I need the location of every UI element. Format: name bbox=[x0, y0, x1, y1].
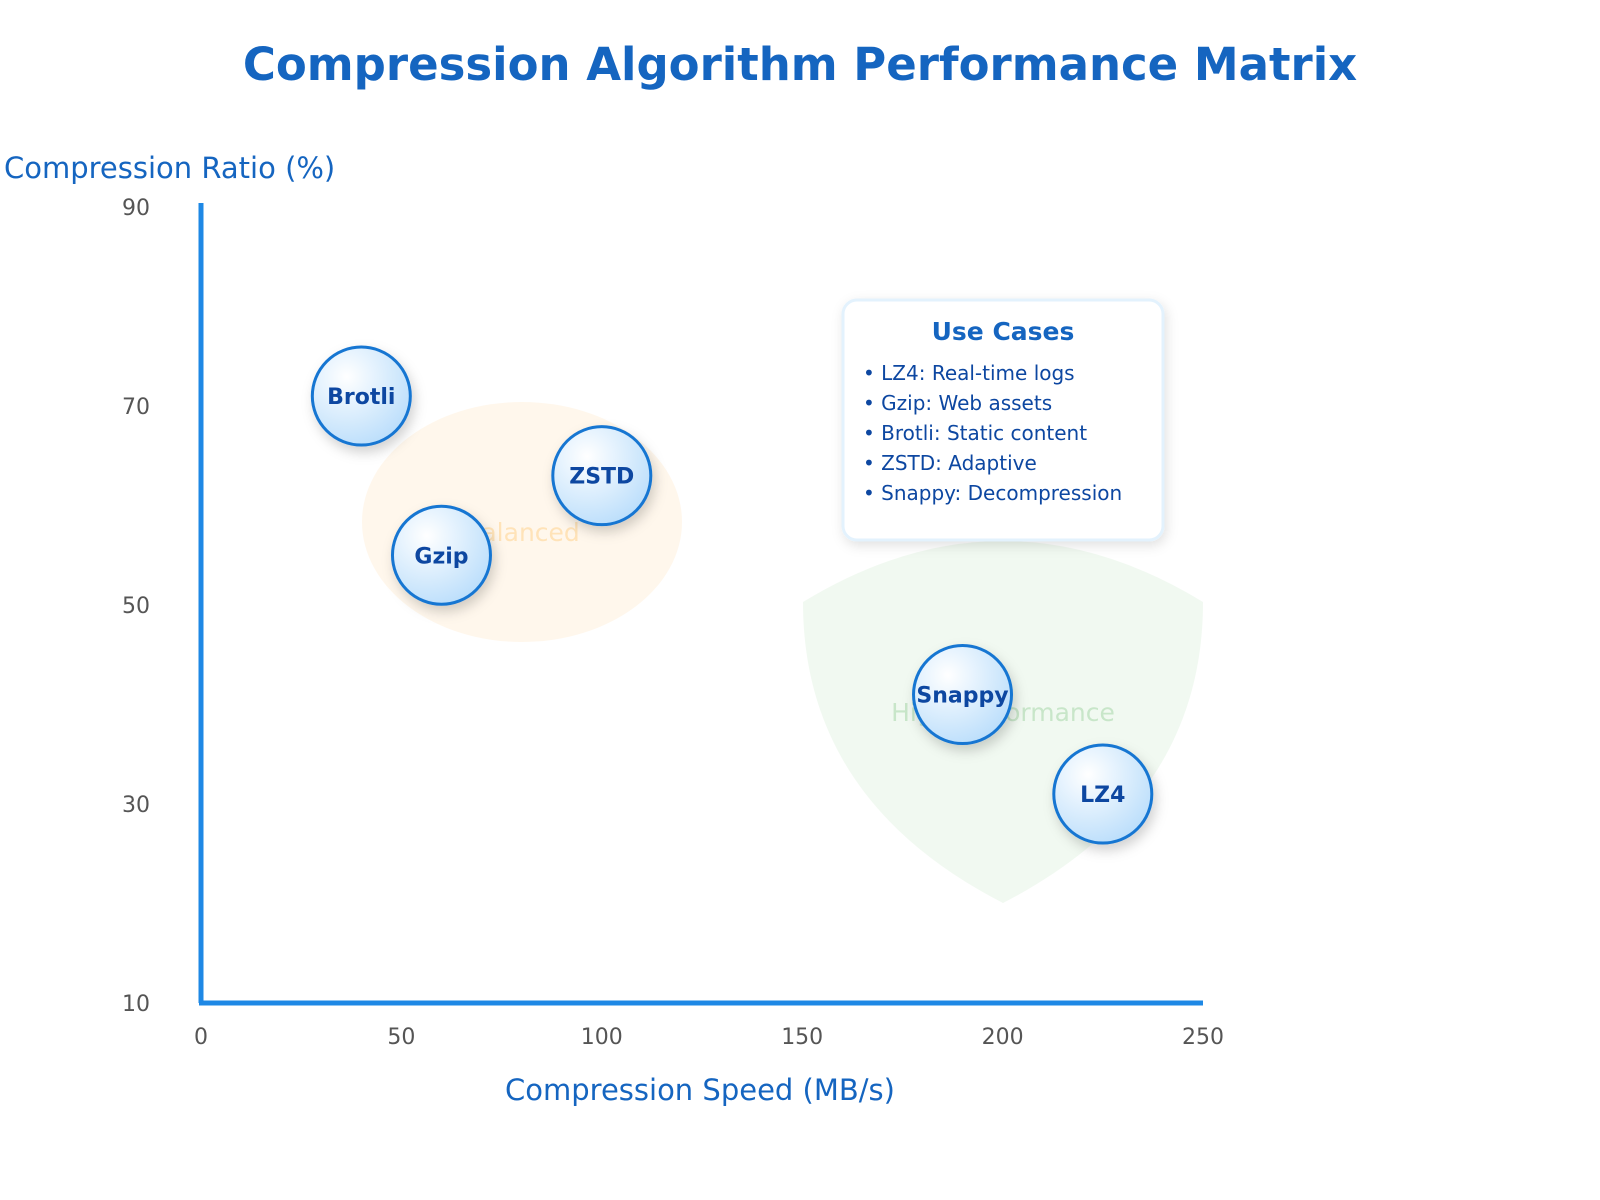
x-tick-label-200: 200 bbox=[982, 1025, 1024, 1050]
x-axis-label: Compression Speed (MB/s) bbox=[505, 1073, 895, 1107]
data-point-gzip: Gzip bbox=[390, 504, 492, 606]
axes-layer bbox=[198, 203, 1203, 1006]
x-tick-label-0: 0 bbox=[194, 1025, 208, 1050]
bubble-gzip bbox=[390, 504, 492, 606]
bubble-lz4 bbox=[1052, 743, 1154, 845]
data-point-zstd: ZSTD bbox=[551, 425, 653, 527]
y-tick-label-30: 30 bbox=[122, 793, 150, 818]
legend-item-5: • Snappy: Decompression bbox=[863, 481, 1122, 505]
y-tick-label-50: 50 bbox=[122, 594, 150, 619]
ticks-layer: 0 50 100 150 200 250 10 30 50 70 90 bbox=[122, 196, 1224, 1050]
y-axis-label: Compression Ratio (%) bbox=[4, 151, 335, 185]
bubble-zstd bbox=[551, 425, 653, 527]
points-layer: LZ4 Gzip Brotli ZSTD Snappy bbox=[310, 345, 1154, 845]
use-cases-legend: Use Cases • LZ4: Real-time logs • Gzip: W… bbox=[841, 298, 1165, 542]
bubble-label-brotli: Brotli bbox=[327, 385, 395, 410]
legend-item-1: • LZ4: Real-time logs bbox=[863, 361, 1075, 385]
bubble-brotli bbox=[310, 345, 412, 447]
x-tick-label-250: 250 bbox=[1182, 1025, 1224, 1050]
legend-item-2: • Gzip: Web assets bbox=[863, 391, 1052, 415]
x-tick-label-50: 50 bbox=[387, 1025, 415, 1050]
y-tick-label-70: 70 bbox=[122, 395, 150, 420]
bubble-label-zstd: ZSTD bbox=[569, 465, 634, 490]
bubble-snappy bbox=[912, 644, 1014, 746]
bubble-label-snappy: Snappy bbox=[916, 684, 1008, 709]
bubble-label-gzip: Gzip bbox=[414, 544, 468, 569]
chart-title: Compression Algorithm Performance Matrix bbox=[243, 38, 1357, 91]
bubble-label-lz4: LZ4 bbox=[1080, 783, 1125, 808]
data-point-brotli: Brotli bbox=[310, 345, 412, 447]
legend-title: Use Cases bbox=[932, 317, 1075, 346]
x-tick-label-100: 100 bbox=[581, 1025, 623, 1050]
y-tick-label-90: 90 bbox=[122, 196, 150, 221]
legend-background bbox=[841, 298, 1165, 542]
legend-items: • LZ4: Real-time logs • Gzip: Web assets •… bbox=[863, 361, 1122, 505]
y-tick-label-10: 10 bbox=[122, 992, 150, 1017]
legend-item-3: • Brotli: Static content bbox=[863, 421, 1087, 445]
legend-item-4: • ZSTD: Adaptive bbox=[863, 451, 1037, 475]
x-tick-label-150: 150 bbox=[781, 1025, 823, 1050]
data-point-snappy: Snappy bbox=[912, 644, 1014, 746]
data-point-lz4: LZ4 bbox=[1052, 743, 1154, 845]
